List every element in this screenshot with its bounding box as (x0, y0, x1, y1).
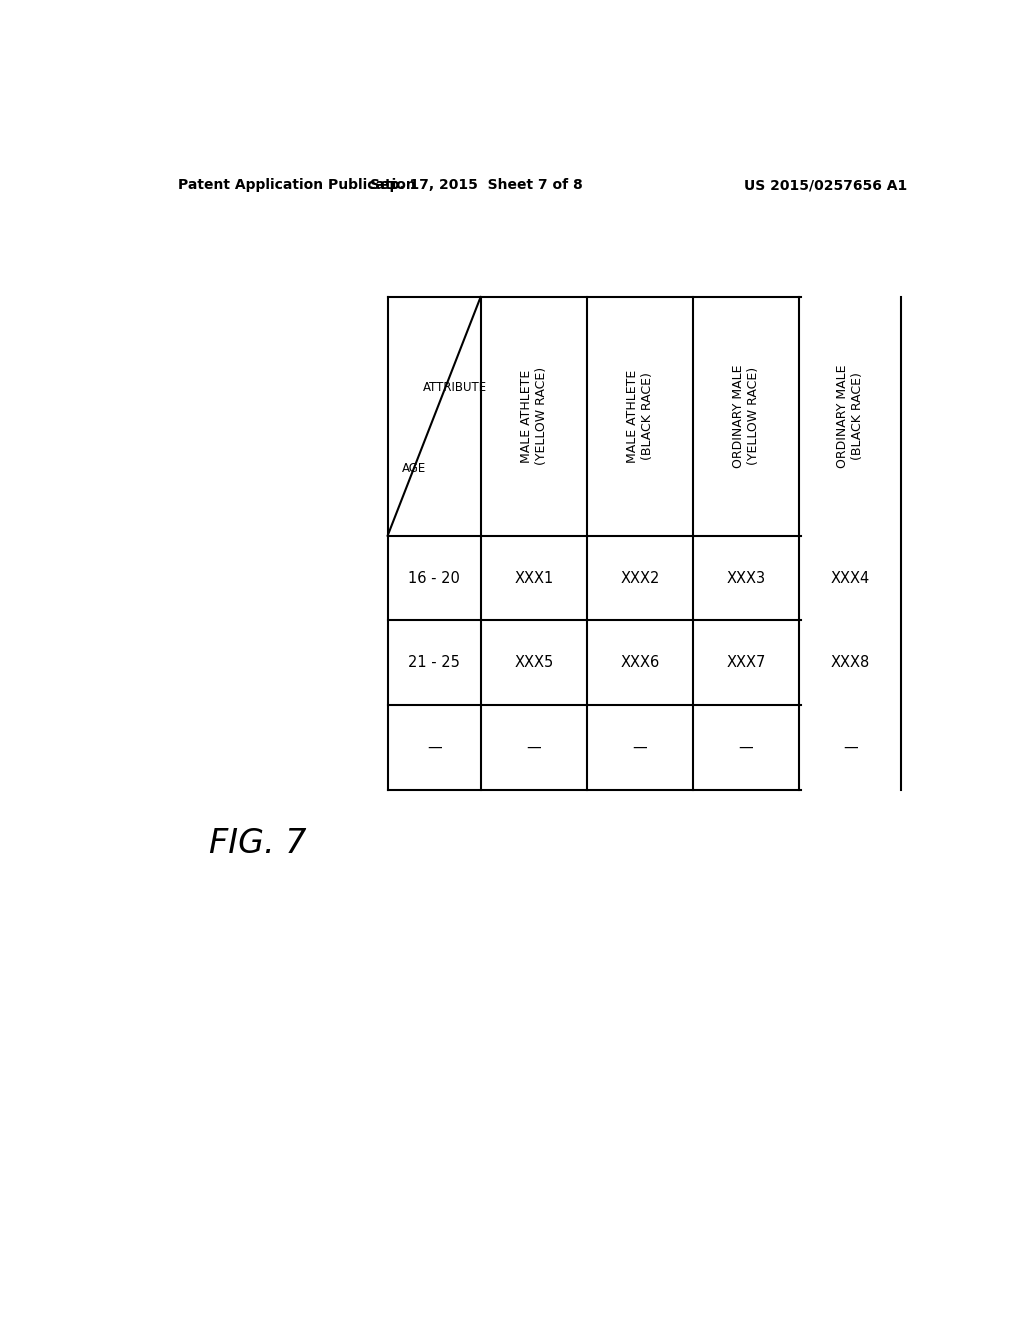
Text: —: — (427, 741, 441, 755)
Text: AGE: AGE (401, 462, 426, 475)
Text: 21 - 25: 21 - 25 (409, 655, 460, 671)
Text: XXX8: XXX8 (830, 655, 870, 671)
Text: ORDINARY MALE
(YELLOW RACE): ORDINARY MALE (YELLOW RACE) (732, 364, 760, 469)
Text: ORDINARY MALE
(BLACK RACE): ORDINARY MALE (BLACK RACE) (837, 364, 864, 469)
Text: —: — (526, 741, 541, 755)
Text: —: — (633, 741, 647, 755)
Text: Sep. 17, 2015  Sheet 7 of 8: Sep. 17, 2015 Sheet 7 of 8 (371, 178, 583, 193)
Text: —: — (843, 741, 858, 755)
Text: XXX3: XXX3 (726, 570, 766, 586)
Text: MALE ATHLETE
(YELLOW RACE): MALE ATHLETE (YELLOW RACE) (520, 367, 548, 466)
Text: XXX6: XXX6 (621, 655, 659, 671)
Text: FIG. 7: FIG. 7 (209, 828, 307, 861)
Text: XXX4: XXX4 (830, 570, 870, 586)
Text: US 2015/0257656 A1: US 2015/0257656 A1 (743, 178, 907, 193)
Text: Patent Application Publication: Patent Application Publication (178, 178, 416, 193)
Text: XXX1: XXX1 (514, 570, 553, 586)
Text: —: — (738, 741, 754, 755)
Text: ATTRIBUTE: ATTRIBUTE (423, 381, 486, 395)
Text: MALE ATHLETE
(BLACK RACE): MALE ATHLETE (BLACK RACE) (626, 370, 654, 463)
Text: XXX2: XXX2 (621, 570, 659, 586)
Text: 16 - 20: 16 - 20 (409, 570, 460, 586)
Text: XXX5: XXX5 (514, 655, 553, 671)
Text: XXX7: XXX7 (726, 655, 766, 671)
